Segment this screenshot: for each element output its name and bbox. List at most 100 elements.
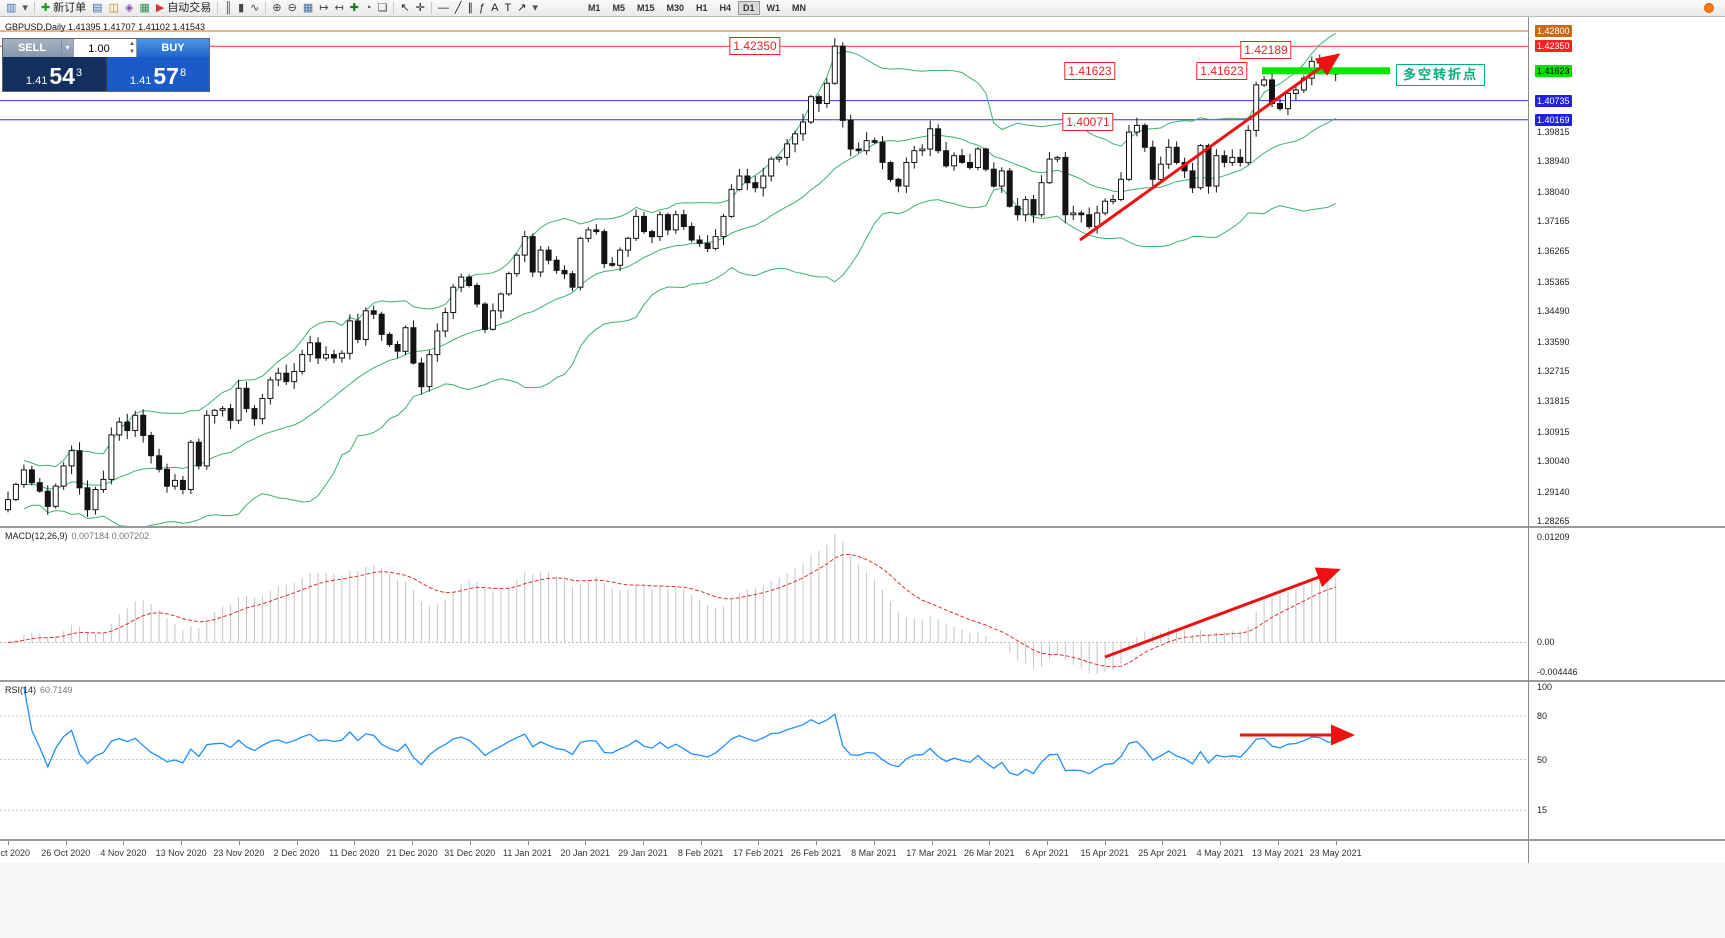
auto-scroll-button[interactable]: ↦ (316, 1, 331, 16)
text-icon: A (491, 1, 499, 14)
volume-down-button[interactable]: ▼ (129, 49, 135, 55)
charts-menu-button[interactable]: ▥ (3, 1, 19, 16)
timeframe-h4[interactable]: H4 (719, 3, 732, 13)
rsi-canvas[interactable] (0, 682, 1528, 839)
date-tick (700, 841, 702, 845)
price-callout[interactable]: 1.40071 (1062, 113, 1114, 131)
arrows-button[interactable]: ↗ (514, 1, 529, 16)
timeframe-buttons: M1 M5 M15 M30 H1 H4 D1 W1 MN (583, 1, 811, 15)
label-button[interactable]: T (501, 1, 514, 16)
terminal-button[interactable]: ▦ (136, 1, 152, 16)
buy-price-button[interactable]: 1.41 57 8 (107, 57, 209, 91)
macd-canvas[interactable] (0, 528, 1528, 680)
line-chart-button[interactable]: ∿ (247, 1, 262, 16)
axis-label: 1.38940 (1537, 156, 1570, 167)
axis-label: 1.30915 (1537, 426, 1570, 437)
axis-label: 1.34490 (1537, 306, 1570, 317)
turning-point-note[interactable]: 多空转折点 (1396, 64, 1486, 86)
price-callout[interactable]: 1.41623 (1064, 62, 1116, 80)
market-watch-icon: ▤ (92, 1, 103, 14)
axis-label: 1.31815 (1537, 396, 1570, 407)
candlestick-chart-button[interactable]: ▮ (235, 1, 247, 16)
axis-label: 1.40735 (1535, 94, 1572, 107)
date-tick (354, 841, 356, 845)
new-order-button[interactable]: ✚ 新订单 (38, 1, 89, 16)
fibonacci-icon: ƒ (478, 1, 486, 14)
trade-options-dropdown[interactable]: ▾ (61, 39, 73, 57)
macd-panel: 0.01209 0.00 -0.004446 MACD(12,26,9) 0.0071… (0, 528, 1725, 682)
cursor-button[interactable]: ↖ (397, 1, 412, 16)
timeframe-m15[interactable]: M15 (636, 3, 655, 13)
date-axis-label: 8 Mar 2021 (851, 848, 897, 858)
axis-label: -0.004446 (1537, 667, 1578, 677)
trend-arrow[interactable] (1104, 567, 1341, 659)
date-tick (816, 841, 818, 845)
charts-menu-icon: ▥ (6, 1, 17, 14)
chart-list-dropdown[interactable]: ▾ (19, 1, 31, 16)
date-axis-label: 20 Jan 2021 (560, 848, 611, 858)
bb-lower-band (23, 187, 1336, 526)
sell-price-button[interactable]: 1.41 54 3 (3, 57, 105, 91)
bb-upper-band (23, 32, 1336, 468)
chart-shift-button[interactable]: ↤ (331, 1, 346, 16)
toolbar-separator (393, 2, 395, 14)
date-tick (296, 841, 298, 845)
navigator-button[interactable]: ◈ (122, 1, 136, 16)
trend-arrow[interactable] (1079, 53, 1341, 242)
volume-input[interactable] (74, 41, 124, 57)
navigator-icon: ◈ (124, 1, 134, 14)
date-axis-label: 29 Jan 2021 (618, 848, 668, 858)
tile-windows-button[interactable]: ▦ (300, 1, 316, 16)
date-axis: 1 Oct 2020 26 Oct 2020 4 Nov 2020 13 Nov 20… (0, 841, 1725, 863)
trendline-button[interactable]: ╱ (452, 1, 465, 16)
notifications-icon[interactable] (1704, 3, 1714, 13)
timeframe-m30[interactable]: M30 (666, 3, 684, 13)
axis-label: 100 (1537, 682, 1553, 692)
channel-icon: ∥ (467, 1, 473, 14)
crosshair-button[interactable]: ✛ (413, 1, 428, 16)
date-axis-label: 25 Apr 2021 (1138, 848, 1187, 858)
periods-dropdown[interactable]: ◔ (362, 1, 375, 16)
terminal-icon: ▦ (139, 1, 150, 14)
timeframe-mn[interactable]: MN (792, 3, 807, 13)
rsi-axis: 100 80 50 15 (1533, 682, 1723, 839)
date-axis-label: 1 Oct 2020 (0, 848, 31, 858)
volume-up-button[interactable]: ▲ (129, 41, 135, 47)
price-callout[interactable]: 1.42189 (1240, 41, 1292, 59)
timeframe-h1[interactable]: H1 (696, 3, 708, 13)
arrows-dropdown[interactable]: ▾ (529, 1, 541, 16)
date-axis-label: 11 Jan 2021 (503, 848, 552, 858)
market-watch-button[interactable]: ▤ (89, 1, 105, 16)
price-callout[interactable]: 1.41623 (1196, 62, 1248, 80)
bar-chart-button[interactable]: ║ (221, 1, 235, 16)
date-tick (1335, 841, 1337, 845)
bb-middle-band (23, 117, 1336, 490)
buy-price-prefix: 1.41 (129, 75, 152, 87)
fibonacci-button[interactable]: ƒ (476, 1, 488, 16)
data-window-button[interactable]: ◫ (106, 1, 122, 16)
horizontal-line-button[interactable]: — (435, 1, 452, 16)
autotrading-button[interactable]: ▶ 自动交易 (153, 1, 214, 16)
date-tick (527, 841, 529, 845)
date-axis-label: 15 Apr 2021 (1080, 848, 1130, 858)
channel-button[interactable]: ∥ (464, 1, 476, 16)
new-order-button-label: 新订单 (53, 1, 87, 14)
sell-button[interactable]: SELL (3, 39, 61, 57)
buy-button[interactable]: BUY (137, 39, 209, 57)
price-callout[interactable]: 1.42350 (729, 37, 781, 55)
date-tick (1104, 841, 1106, 845)
timeframe-w1[interactable]: W1 (766, 3, 781, 13)
timeframe-m5[interactable]: M5 (612, 3, 625, 13)
text-button[interactable]: A (488, 1, 501, 16)
zoom-out-button[interactable]: ⊖ (285, 1, 300, 16)
date-tick (585, 841, 587, 845)
axis-label: 1.36265 (1537, 246, 1570, 257)
timeframe-d1[interactable]: D1 (738, 1, 760, 15)
date-axis-label: 13 Nov 2020 (155, 848, 207, 858)
templates-button[interactable]: ❏ (375, 1, 391, 16)
price-chart-canvas[interactable] (0, 17, 1528, 526)
zoom-in-button[interactable]: ⊕ (269, 1, 284, 16)
timeframe-m1[interactable]: M1 (587, 3, 601, 13)
tile-windows-icon: ▦ (302, 1, 314, 14)
indicators-button[interactable]: ✚ (347, 1, 362, 16)
